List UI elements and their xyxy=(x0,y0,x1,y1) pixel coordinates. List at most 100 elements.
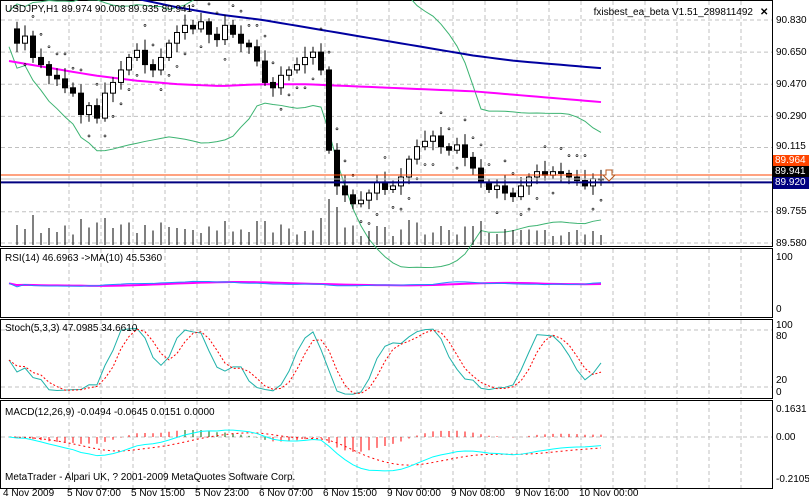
parabolic-sar-dot xyxy=(471,136,475,140)
panel-frame xyxy=(0,319,773,399)
candle-body xyxy=(54,74,60,80)
candle-body xyxy=(134,49,140,58)
rsi-axis-label: 100 xyxy=(776,252,793,263)
parabolic-sar-dot xyxy=(591,207,595,211)
candle-body xyxy=(94,105,100,119)
time-label: 9 Nov 16:00 xyxy=(515,488,569,499)
candle-body xyxy=(310,51,316,58)
parabolic-sar-dot xyxy=(127,88,131,91)
price-label: 89.580 xyxy=(776,238,807,249)
parabolic-sar-dot xyxy=(167,74,171,77)
candle-body xyxy=(222,24,228,41)
candle-body xyxy=(286,69,292,76)
parabolic-sar-dot xyxy=(319,27,323,31)
parabolic-sar-dot xyxy=(455,166,459,170)
parabolic-sar-dot xyxy=(511,172,515,175)
candle-body xyxy=(366,192,372,201)
bid-price-label: 89.941 xyxy=(773,166,809,177)
bollinger-upper xyxy=(8,0,602,133)
price-label: 90.650 xyxy=(776,47,807,58)
parabolic-sar-dot xyxy=(559,147,563,150)
candle-body xyxy=(358,199,364,205)
candle-body xyxy=(174,31,180,44)
parabolic-sar-dot xyxy=(87,134,91,138)
parabolic-sar-dot xyxy=(567,154,571,157)
parabolic-sar-dot xyxy=(423,163,427,166)
time-label: 5 Nov 15:00 xyxy=(131,488,185,499)
candle-body xyxy=(62,78,68,89)
parabolic-sar-dot xyxy=(583,154,587,157)
panel-frame xyxy=(0,248,773,318)
candle-body xyxy=(318,51,324,71)
price-label: 90.470 xyxy=(776,79,807,90)
candle-body xyxy=(326,69,332,151)
parabolic-sar-dot xyxy=(327,50,331,54)
parabolic-sar-dot xyxy=(335,127,339,131)
candle-body xyxy=(462,144,468,158)
parabolic-sar-dot xyxy=(31,15,35,18)
parabolic-sar-dot xyxy=(271,61,275,65)
ask-price-label: 89.964 xyxy=(773,155,809,166)
candle-body xyxy=(86,105,92,116)
candle-body xyxy=(278,74,284,89)
rsi-line xyxy=(8,280,602,288)
crossed-tools-icon[interactable]: ✕ xyxy=(760,7,769,18)
parabolic-sar-dot xyxy=(143,24,147,27)
candle-body xyxy=(294,64,300,71)
parabolic-sar-dot xyxy=(135,74,139,77)
candle-body xyxy=(142,49,148,66)
level-price-label: 89.920 xyxy=(773,177,809,189)
time-label: 6 Nov 07:00 xyxy=(259,488,313,499)
price-label: 89.755 xyxy=(776,206,807,217)
time-label: 10 Nov 00:00 xyxy=(579,488,639,499)
price-label: 90.115 xyxy=(776,141,806,152)
stoch-signal-line xyxy=(8,328,602,394)
parabolic-sar-dot xyxy=(463,118,467,122)
candle-body xyxy=(38,56,44,66)
ma-mid-line xyxy=(8,60,602,104)
candle-body xyxy=(206,21,212,35)
candle-body xyxy=(334,149,340,187)
macd-axis-label: 0.1631 xyxy=(776,404,807,415)
candle-body xyxy=(342,185,348,196)
candle-body xyxy=(230,24,236,35)
parabolic-sar-dot xyxy=(39,32,43,36)
rsi-title: RSI(14) 46.6963 ->MA(10) 45.5360 xyxy=(5,253,163,264)
parabolic-sar-dot xyxy=(183,52,187,56)
parabolic-sar-dot xyxy=(231,4,235,8)
candle-body xyxy=(166,42,172,58)
parabolic-sar-dot xyxy=(503,159,507,163)
ma-slow-line xyxy=(137,0,602,70)
parabolic-sar-dot xyxy=(447,127,451,131)
parabolic-sar-dot xyxy=(543,145,547,148)
parabolic-sar-dot xyxy=(399,207,403,211)
parabolic-sar-dot xyxy=(191,4,195,8)
bollinger-lower xyxy=(8,46,602,268)
parabolic-sar-dot xyxy=(207,2,211,6)
time-label: 9 Nov 08:00 xyxy=(451,488,505,499)
parabolic-sar-dot xyxy=(23,63,27,66)
candle-body xyxy=(382,181,388,190)
macd-title: MACD(12,26,9) -0.0494 -0.0645 0.0151 0.0… xyxy=(5,407,215,418)
candle-body xyxy=(446,146,452,151)
price-label: 90.290 xyxy=(776,111,807,122)
candle-body xyxy=(246,42,252,48)
parabolic-sar-dot xyxy=(367,222,371,225)
symbol-info: USDJPY,H1 89.974 90.008 89.935 89.941 xyxy=(5,4,193,15)
candle-body xyxy=(486,181,492,190)
candle-body xyxy=(238,33,244,44)
candle-body xyxy=(422,140,428,148)
sell-arrow-icon xyxy=(601,169,617,182)
parabolic-sar-dot xyxy=(599,198,603,202)
parabolic-sar-dot xyxy=(63,52,67,56)
parabolic-sar-dot xyxy=(287,93,291,97)
candle-body xyxy=(126,56,132,71)
parabolic-sar-dot xyxy=(303,86,307,90)
parabolic-sar-dot xyxy=(343,159,347,163)
candle-body xyxy=(510,192,516,198)
parabolic-sar-dot xyxy=(375,213,379,216)
parabolic-sar-dot xyxy=(223,57,227,61)
candle-body xyxy=(78,92,84,116)
candle-body xyxy=(302,56,308,66)
